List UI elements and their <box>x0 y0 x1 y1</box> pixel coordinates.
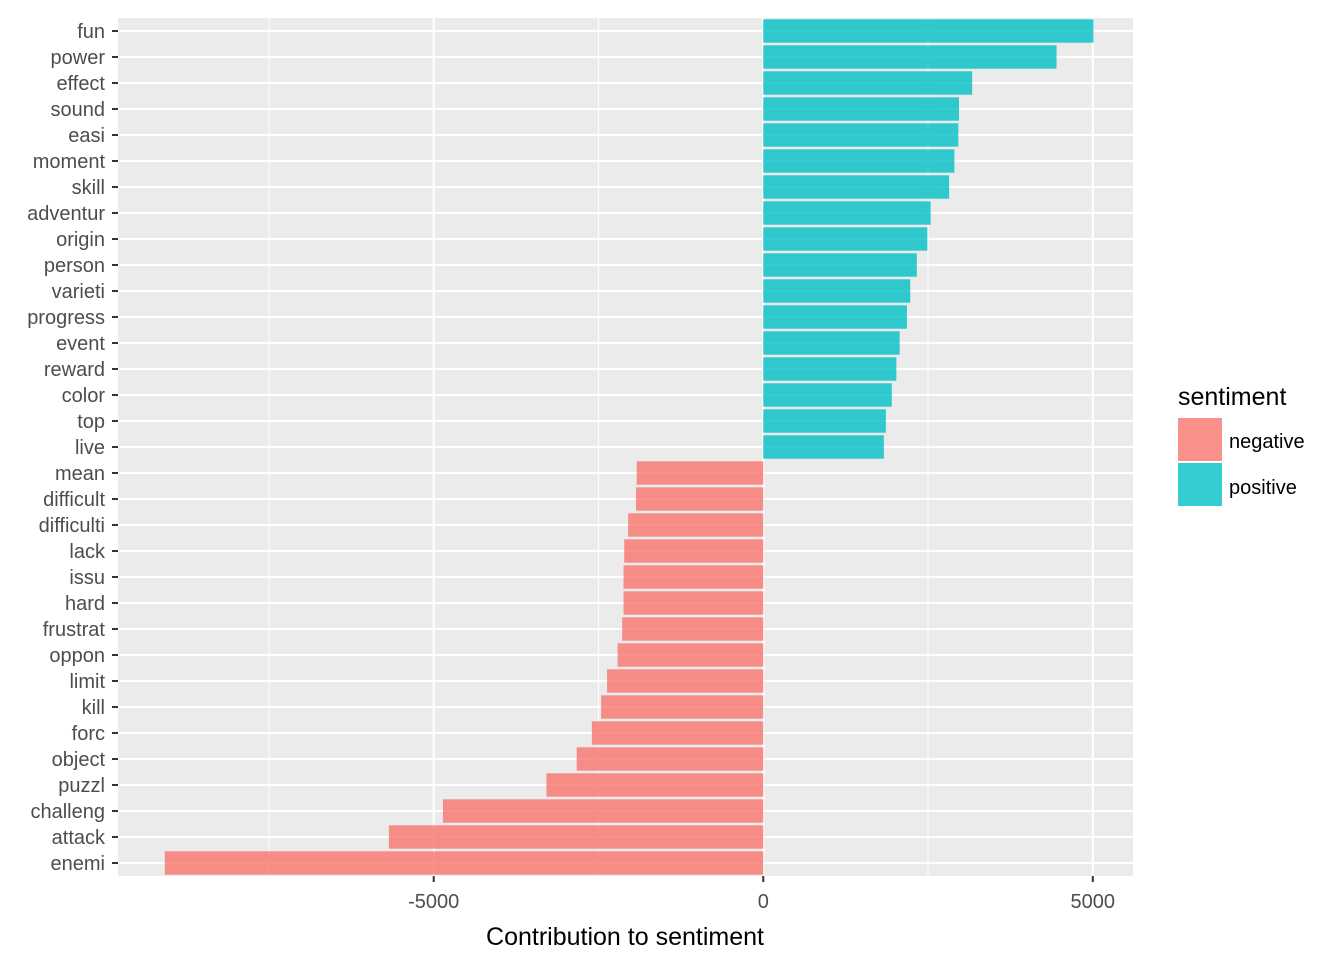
bar-lack <box>624 539 764 563</box>
y-tick-label-enemi: enemi <box>51 853 105 875</box>
y-tick-label-frustrat: frustrat <box>43 619 106 641</box>
legend-key-positive <box>1178 463 1222 506</box>
y-tick-label-varieti: varieti <box>52 281 105 303</box>
y-tick-label-adventur: adventur <box>27 203 105 225</box>
bars <box>164 19 1094 875</box>
bar-difficult <box>636 487 764 511</box>
bar-adventur <box>763 201 931 225</box>
y-tick-label-forc: forc <box>72 723 105 745</box>
bar-skill <box>763 175 950 199</box>
x-axis-labels: -5000 0 5000 <box>408 891 1115 913</box>
y-tick-label-event: event <box>56 333 105 355</box>
y-tick-label-live: live <box>75 437 105 459</box>
y-tick-label-puzzl: puzzl <box>58 775 105 797</box>
y-tick-label-fun: fun <box>77 21 105 43</box>
bar-limit <box>607 669 764 693</box>
bar-color <box>763 383 892 407</box>
y-tick-label-origin: origin <box>56 229 105 251</box>
y-tick-label-lack: lack <box>69 541 106 563</box>
y-tick-label-difficulti: difficulti <box>39 515 105 537</box>
y-tick-label-kill: kill <box>82 697 105 719</box>
x-axis-ticks <box>432 876 1094 882</box>
y-tick-label-mean: mean <box>55 463 105 485</box>
y-tick-label-attack: attack <box>52 827 106 849</box>
bar-fun <box>763 19 1094 43</box>
y-tick-label-issu: issu <box>69 567 105 589</box>
bar-reward <box>763 357 897 381</box>
y-tick-label-skill: skill <box>72 177 105 199</box>
bar-easi <box>763 123 959 147</box>
bar-top <box>763 409 886 433</box>
legend-label-positive: positive <box>1229 477 1297 499</box>
y-tick-label-person: person <box>44 255 105 277</box>
y-tick-label-limit: limit <box>69 671 105 693</box>
y-tick-label-progress: progress <box>27 307 105 329</box>
legend-title: sentiment <box>1178 383 1286 411</box>
bar-object <box>576 747 764 771</box>
bar-live <box>763 435 884 459</box>
y-tick-label-hard: hard <box>65 593 105 615</box>
x-tick-label: 5000 <box>1071 891 1116 913</box>
legend: sentiment negative positive <box>1178 383 1305 506</box>
x-axis-title: Contribution to sentiment <box>486 923 764 951</box>
bar-varieti <box>763 279 911 303</box>
y-tick-label-object: object <box>52 749 106 771</box>
bar-issu <box>623 565 764 589</box>
bar-forc <box>591 721 764 745</box>
bar-difficulti <box>628 513 764 537</box>
bar-origin <box>763 227 928 251</box>
bar-person <box>763 253 917 277</box>
bar-mean <box>636 461 764 485</box>
legend-label-negative: negative <box>1229 431 1305 453</box>
bar-attack <box>388 825 764 849</box>
y-tick-label-power: power <box>51 47 106 69</box>
bar-kill <box>601 695 764 719</box>
bar-event <box>763 331 900 355</box>
y-tick-label-oppon: oppon <box>49 645 105 667</box>
y-tick-label-effect: effect <box>56 73 105 95</box>
bar-effect <box>763 71 973 95</box>
bar-sound <box>763 97 959 121</box>
bar-power <box>763 45 1057 69</box>
y-tick-label-color: color <box>62 385 106 407</box>
y-tick-label-challeng: challeng <box>30 801 105 823</box>
y-axis-ticks <box>112 30 118 864</box>
bar-frustrat <box>622 617 764 641</box>
bar-puzzl <box>546 773 764 797</box>
y-tick-label-reward: reward <box>44 359 105 381</box>
y-axis-labels: fun power effect sound easi moment skill advent… <box>27 21 106 875</box>
legend-key-negative <box>1178 418 1222 461</box>
bar-moment <box>763 149 955 173</box>
bar-challeng <box>442 799 764 823</box>
grid-major-lines <box>118 18 1133 876</box>
x-tick-label: 0 <box>758 891 769 913</box>
y-tick-label-difficult: difficult <box>43 489 105 511</box>
y-tick-label-top: top <box>77 411 105 433</box>
x-tick-label: -5000 <box>408 891 459 913</box>
y-tick-label-sound: sound <box>51 99 106 121</box>
bar-oppon <box>617 643 764 667</box>
bar-progress <box>763 305 907 329</box>
y-tick-label-easi: easi <box>68 125 105 147</box>
bar-enemi <box>164 851 764 875</box>
y-tick-label-moment: moment <box>33 151 106 173</box>
bar-hard <box>623 591 764 615</box>
